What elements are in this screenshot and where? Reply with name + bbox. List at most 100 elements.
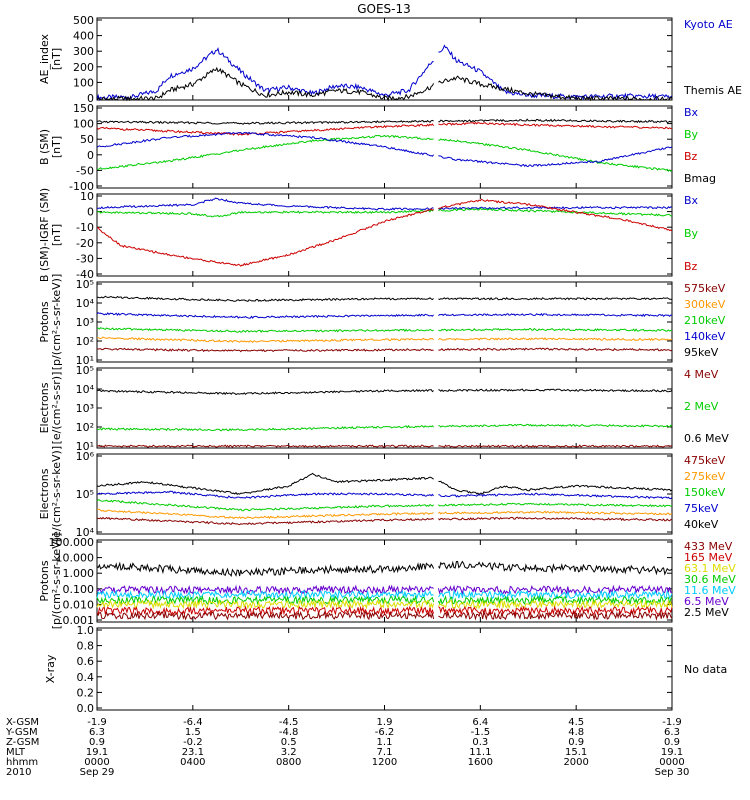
series-line-0.6-mev — [96, 388, 673, 396]
y-axis-label: B (SM) [nT] — [38, 129, 63, 165]
ephemeris-value: 6.3 — [89, 727, 105, 738]
legend-label: 6.5 MeV — [684, 595, 729, 608]
legend-label: 40keV — [684, 518, 719, 531]
ephemeris-value: -6.2 — [375, 727, 395, 738]
series-line-bx — [96, 131, 673, 168]
ephemeris-value: 4.8 — [568, 727, 584, 738]
series-line-by — [96, 134, 673, 172]
ephemeris-value: 0.5 — [281, 737, 297, 748]
series-line-475kev — [96, 516, 673, 526]
series-line-4-mev — [97, 444, 673, 448]
y-tick-label: 100 — [73, 118, 94, 131]
panel-8: 1.0 0.8 0.6 0.4 0.2 0.0 X-ray No data — [44, 624, 727, 715]
y-tick-label: -30 — [76, 252, 94, 265]
ephemeris-value: 6.4 — [472, 717, 488, 728]
ephemeris-value: 0000 — [84, 757, 109, 768]
y-axis-label-line: [nT] — [50, 224, 63, 246]
series-line-kyoto-ae — [96, 44, 673, 102]
y-tick-label: 10⁴ — [76, 297, 95, 310]
series-line-bmag — [96, 118, 673, 125]
series-line-75kev — [96, 490, 673, 500]
ephemeris-value: 1200 — [372, 757, 397, 768]
legend-label: Bmag — [684, 172, 716, 185]
y-axis-label-line: Electrons — [38, 468, 51, 519]
ephemeris-value: 19.1 — [661, 747, 683, 758]
y-axis-label: X-ray — [44, 654, 57, 683]
panel-4: 10⁵ 10⁴ 10³ 10² 10¹ Protons [p/(cm²-s-sr-keV)]… — [38, 274, 726, 371]
y-tick-label: 10¹ — [76, 354, 94, 367]
ephemeris-value: 1.9 — [377, 717, 393, 728]
legend-label: Kyoto AE — [684, 18, 733, 31]
y-tick-label: 10² — [76, 421, 94, 434]
ephemeris-value: 7.1 — [377, 747, 393, 758]
y-tick-label: 200 — [73, 61, 94, 74]
panel-3: 10 0 -10 -20 -30 -40 B (SM)-IGRF (SM) [nT] Bx By B… — [38, 188, 699, 282]
legend-label: 2.5 MeV — [684, 606, 729, 619]
y-tick-label: 400 — [73, 30, 94, 43]
y-tick-label: 100.000 — [49, 536, 95, 549]
legend-label: 300keV — [684, 298, 726, 311]
y-tick-label: -40 — [76, 268, 94, 281]
panel-6: 10⁶ 10⁵ 10⁴ Electrons [e/(cm²-s-sr-keV)] 475k… — [38, 446, 726, 542]
ephemeris-row-label: Y-GSM — [5, 727, 38, 738]
ephemeris-value: -4.5 — [279, 717, 299, 728]
y-tick-label: 300 — [73, 45, 94, 58]
legend-label: 165 MeV — [684, 551, 733, 564]
ephemeris-value: 19.1 — [86, 747, 108, 758]
legend-label: By — [684, 128, 699, 141]
y-tick-label: 0 — [87, 149, 94, 162]
y-tick-label: -20 — [76, 237, 94, 250]
series-line-themis-ae — [96, 66, 673, 102]
series-line-275kev — [97, 508, 673, 520]
y-tick-label: 10⁵ — [76, 278, 94, 291]
ephemeris-row-label: hhmm — [6, 757, 38, 768]
panel-2: 150 100 50 0 -50 -100 B (SM) [nT] Bx By Bz Bmag — [38, 102, 716, 193]
ephemeris-value: -6.4 — [183, 717, 203, 728]
ephemeris-value: Sep 29 — [80, 767, 115, 778]
y-tick-label: 10³ — [76, 316, 94, 329]
y-axis-label-line: X-ray — [44, 654, 57, 683]
y-tick-label: 10⁵ — [76, 488, 94, 501]
y-tick-label: 0.0 — [77, 702, 95, 715]
y-tick-label: 0.2 — [77, 686, 95, 699]
y-tick-label: 10³ — [76, 402, 94, 415]
y-tick-label: 10¹ — [76, 440, 94, 453]
ephemeris-row-label: MLT — [6, 747, 26, 758]
y-axis-label-line: Protons — [38, 301, 51, 342]
panel-1: 500 400 300 200 100 0 AE_index [nT] Kyoto AE Them… — [38, 14, 742, 105]
legend-label: 11.6 MeV — [684, 584, 736, 597]
series-line-bx — [96, 197, 673, 211]
y-tick-label: 10² — [76, 335, 94, 348]
y-tick-label: 10 — [80, 190, 94, 203]
y-axis-label-line: [nT] — [50, 136, 63, 158]
y-axis-label: Protons [p/(cm²-s-sr-keV)] — [38, 533, 63, 630]
y-axis-label-line: B (SM)-IGRF (SM) — [38, 188, 51, 282]
plot-title: GOES-13 — [357, 2, 411, 16]
y-axis-label-line: [e/(cm²-s-sr-keV)] — [50, 446, 63, 542]
ephemeris-value: 4.5 — [568, 717, 584, 728]
ephemeris-value: -1.9 — [662, 717, 682, 728]
ephemeris-value: 0.3 — [472, 737, 488, 748]
legend-label: Bx — [684, 194, 699, 207]
ephemeris-value: 23.1 — [182, 747, 204, 758]
y-tick-label: 1.0 — [77, 624, 95, 637]
legend-label: 30.6 MeV — [684, 573, 736, 586]
series-line-95kev — [97, 295, 673, 303]
legend-label: 0.6 MeV — [684, 432, 729, 445]
panel-7: 100.00010.0001.0000.1000.0100.001Protons… — [38, 533, 736, 630]
ephemeris-value: 0400 — [180, 757, 205, 768]
x-axis-ephemeris: X-GSMY-GSMZ-GSMMLThhmm2010-1.96.30.919.1… — [5, 717, 689, 778]
ephemeris-value: 0800 — [276, 757, 301, 768]
panel-frame — [96, 105, 673, 189]
y-axis-label-line: [p/(cm²-s-sr-keV)] — [50, 533, 63, 630]
ephemeris-value: -0.2 — [183, 737, 203, 748]
y-tick-label: 50 — [80, 133, 94, 146]
legend-label: 433 MeV — [684, 540, 733, 553]
y-axis-label: Electrons [e/(cm²-s-sr)] — [38, 372, 63, 445]
ephemeris-value: 1600 — [468, 757, 493, 768]
series-line-6.5-mev — [96, 584, 673, 596]
y-tick-label: 150 — [73, 102, 94, 115]
legend-label: 95keV — [684, 346, 719, 359]
